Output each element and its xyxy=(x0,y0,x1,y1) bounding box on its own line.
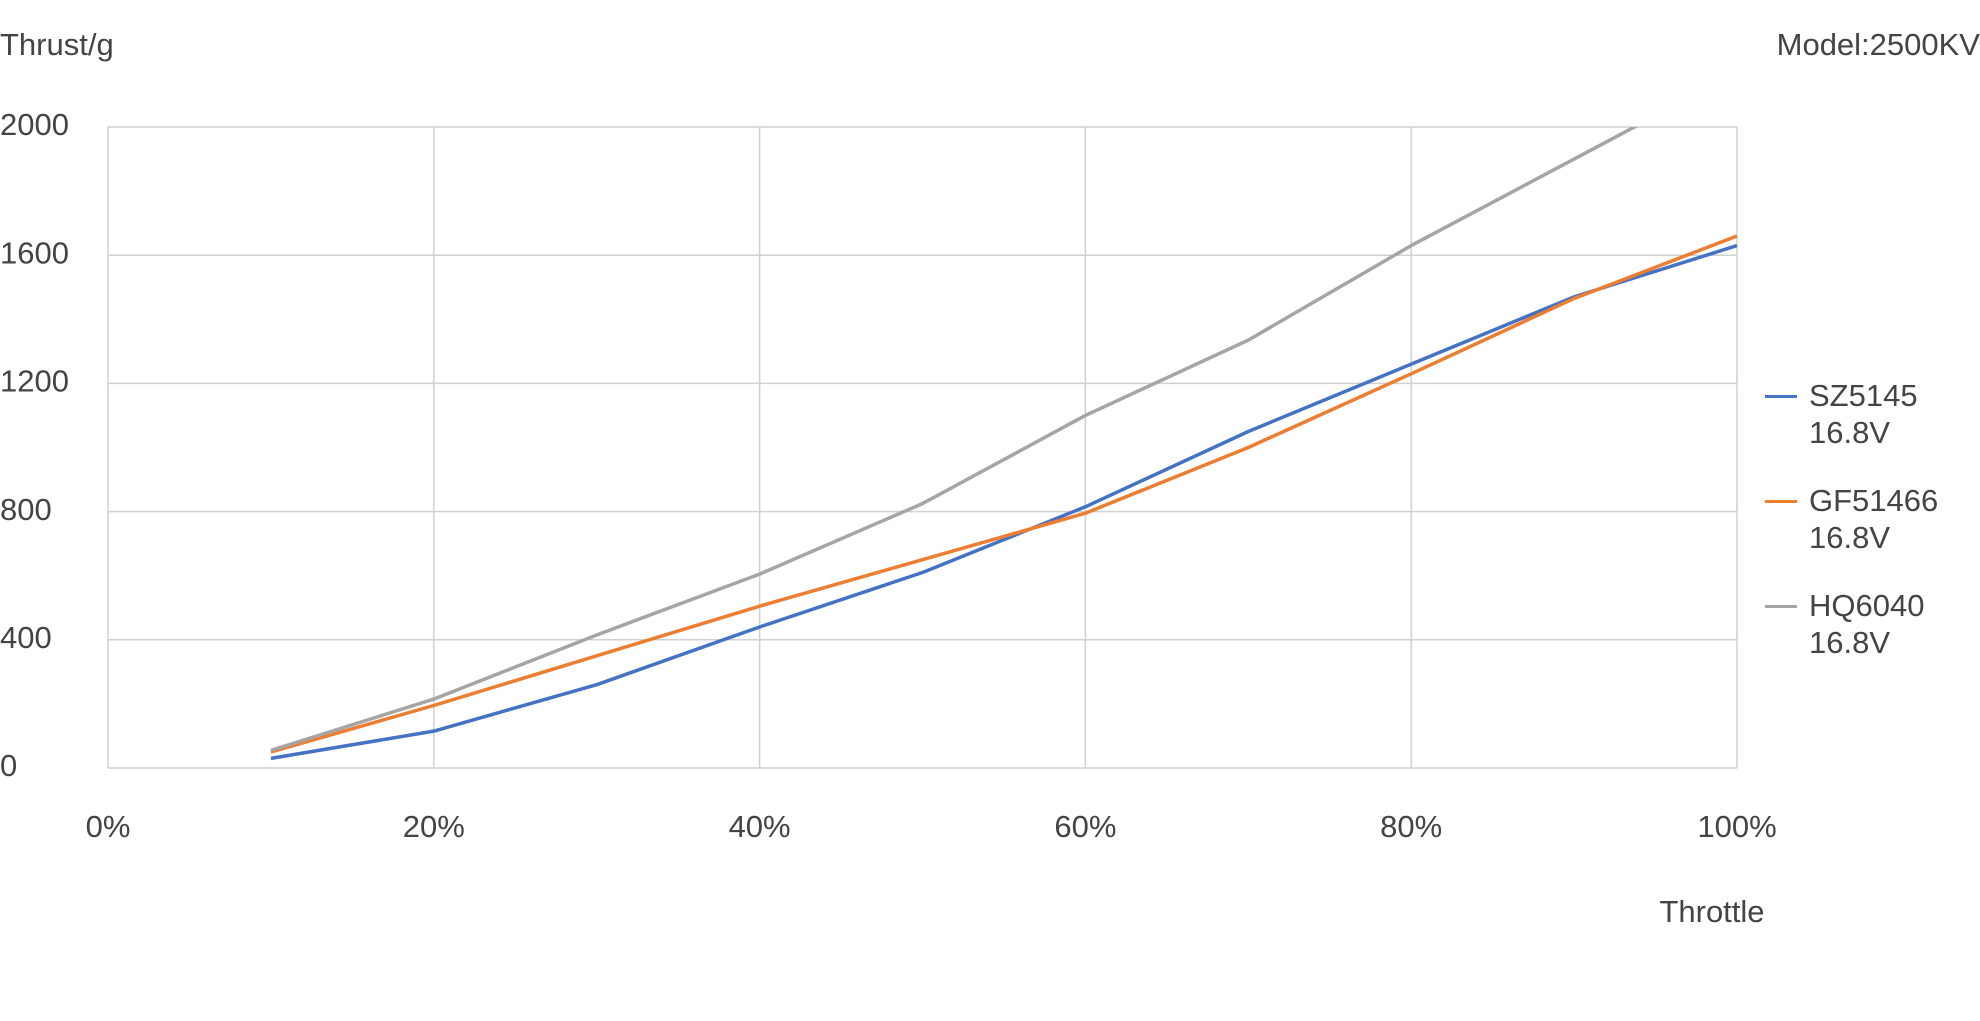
legend-label: SZ5145 16.8V xyxy=(1809,378,1918,450)
plot-lines xyxy=(270,127,1737,761)
x-tick-label: 20% xyxy=(403,809,465,844)
legend-item: GF51466 16.8V xyxy=(1765,482,1965,556)
y-tick-label: 800 xyxy=(0,492,52,527)
x-tick-label: 60% xyxy=(1054,809,1116,844)
legend-swatch xyxy=(1765,395,1797,398)
series-line xyxy=(270,234,1737,754)
legend-item: HQ6040 16.8V xyxy=(1765,587,1965,661)
x-tick-label: 80% xyxy=(1380,809,1442,844)
series-line xyxy=(270,243,1737,761)
annotation: Model:2500KV xyxy=(1777,27,1980,62)
y-axis-label: Thrust/g xyxy=(0,27,114,62)
legend-item: SZ5145 16.8V xyxy=(1765,377,1965,451)
x-axis-label: Throttle xyxy=(1659,894,1764,929)
x-tick-label: 0% xyxy=(86,809,131,844)
y-tick-label: 1200 xyxy=(0,364,69,399)
y-tick-label: 400 xyxy=(0,620,52,655)
legend-swatch xyxy=(1765,500,1797,503)
y-tick-label: 0 xyxy=(0,748,17,783)
legend-label: HQ6040 16.8V xyxy=(1809,588,1925,660)
y-tick-label: 2000 xyxy=(0,107,69,142)
legend-swatch xyxy=(1765,605,1797,608)
series-line xyxy=(270,127,1639,753)
x-tick-label: 40% xyxy=(729,809,791,844)
legend-label: GF51466 16.8V xyxy=(1809,483,1939,555)
x-tick-label: 100% xyxy=(1697,809,1776,844)
y-tick-label: 1600 xyxy=(0,235,69,270)
